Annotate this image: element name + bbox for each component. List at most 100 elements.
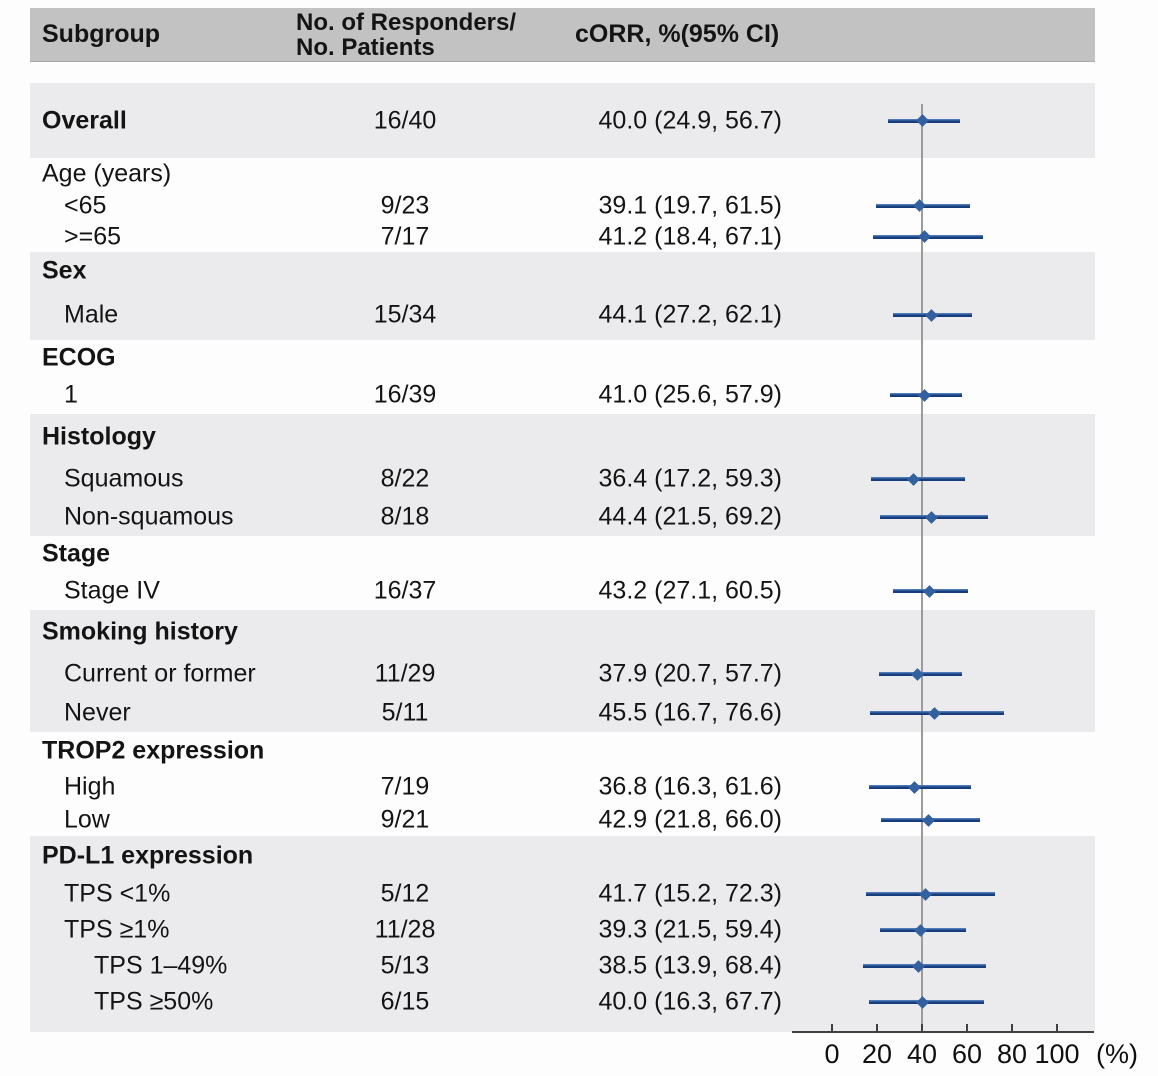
responders-value: 8/22: [380, 464, 430, 493]
reference-line: [921, 104, 923, 1032]
group-band-1: Age (years) <65 9/23 39.1 (19.7, 61.5) >=65 7…: [30, 158, 1095, 252]
group-band-2: Sex Male 15/34 44.1 (27.2, 62.1): [30, 252, 1095, 340]
row-tps-50: TPS ≥50% 6/15 40.0 (16.3, 67.7): [30, 984, 1095, 1020]
ci-plot-cell: [790, 498, 1095, 536]
point-estimate-marker: [915, 114, 929, 127]
subgroup-label: TPS ≥50%: [94, 987, 214, 1016]
responders-value: 5/11: [381, 698, 429, 727]
corr-ci-value: 36.4 (17.2, 59.3): [598, 464, 782, 493]
subgroup-label: Low: [64, 805, 110, 834]
ci-plot-cell: [790, 654, 1095, 694]
corr-ci-value: 39.3 (21.5, 59.4): [598, 915, 782, 944]
subgroup-label: Stage: [42, 539, 111, 568]
column-header-corr: cORR, %(95% CI): [575, 20, 780, 48]
responders-value: 11/29: [374, 659, 436, 688]
column-header-responders-line1: No. of Responders/: [296, 9, 517, 36]
subgroup-label: PD-L1 expression: [42, 841, 254, 870]
subgroup-label: TPS ≥1%: [64, 915, 170, 944]
row-65: <65 9/23 39.1 (19.7, 61.5): [30, 190, 1095, 221]
responders-value: 16/37: [373, 576, 437, 605]
subgroup-label: TPS <1%: [64, 879, 171, 908]
corr-ci-value: 38.5 (13.9, 68.4): [598, 951, 782, 980]
row-stage: Stage: [30, 536, 1095, 572]
responders-value: 9/21: [380, 805, 430, 834]
ci-plot-cell: [790, 83, 1095, 158]
subgroup-label: Smoking history: [42, 617, 238, 646]
ci-plot-cell: [790, 460, 1095, 498]
subgroup-label: High: [64, 772, 116, 801]
row-current-or-former: Current or former 11/29 37.9 (20.7, 57.7): [30, 654, 1095, 694]
corr-ci-value: 42.9 (21.8, 66.0): [598, 805, 782, 834]
row-male: Male 15/34 44.1 (27.2, 62.1): [30, 290, 1095, 340]
subgroup-label: Non-squamous: [64, 502, 234, 531]
corr-ci-value: 41.2 (18.4, 67.1): [598, 222, 782, 250]
responders-value: 16/39: [373, 380, 437, 409]
corr-ci-value: 36.8 (16.3, 61.6): [598, 772, 782, 801]
corr-ci-value: 40.0 (16.3, 67.7): [598, 987, 782, 1016]
x-axis-tick-label: 100: [1034, 1039, 1080, 1069]
ci-plot-cell: [790, 221, 1095, 252]
ci-plot-cell: [790, 694, 1095, 732]
row-trop2-expression: TROP2 expression: [30, 732, 1095, 770]
responders-value: 9/23: [380, 191, 430, 219]
row-squamous: Squamous 8/22 36.4 (17.2, 59.3): [30, 460, 1095, 498]
ci-plot-cell: [790, 290, 1095, 340]
corr-ci-value: 44.4 (21.5, 69.2): [598, 502, 782, 531]
subgroup-label: TPS 1–49%: [94, 951, 228, 980]
x-axis-tick-label: 40: [906, 1039, 938, 1069]
point-estimate-marker: [925, 510, 939, 524]
ci-plot-cell: [790, 984, 1095, 1020]
subgroup-label: Sex: [42, 256, 87, 285]
group-band-6: Smoking history Current or former 11/29 37.…: [30, 610, 1095, 732]
responders-value: 6/15: [380, 987, 430, 1016]
point-estimate-marker: [914, 923, 927, 937]
ci-plot-cell: [790, 948, 1095, 984]
row-low: Low 9/21 42.9 (21.8, 66.0): [30, 804, 1095, 836]
point-estimate-marker: [912, 959, 925, 973]
responders-value: 7/19: [380, 772, 430, 801]
row-non-squamous: Non-squamous 8/18 44.4 (21.5, 69.2): [30, 498, 1095, 536]
point-estimate-marker: [908, 780, 922, 794]
x-axis-tick-label: 0: [824, 1039, 840, 1069]
corr-ci-value: 41.0 (25.6, 57.9): [598, 380, 782, 409]
point-estimate-marker: [917, 388, 931, 402]
x-axis-unit-label: (%): [1096, 1039, 1138, 1069]
subgroup-label: >=65: [64, 222, 122, 250]
row-pd-l1-expression: PD-L1 expression: [30, 836, 1095, 876]
ci-plot-cell: [790, 572, 1095, 610]
subgroup-label: Current or former: [64, 659, 256, 688]
ci-plot-cell: [790, 876, 1095, 912]
group-band-0: Overall 16/40 40.0 (24.9, 56.7): [30, 83, 1095, 158]
row-tps-1: TPS <1% 5/12 41.7 (15.2, 72.3): [30, 876, 1095, 912]
subgroup-label: Male: [64, 300, 119, 329]
group-band-5: Stage Stage IV 16/37 43.2 (27.1, 60.5): [30, 536, 1095, 610]
group-band-3: ECOG 1 16/39 41.0 (25.6, 57.9): [30, 340, 1095, 414]
point-estimate-marker: [922, 813, 935, 827]
group-band-8: PD-L1 expression TPS <1% 5/12 41.7 (15.2, 7…: [30, 836, 1095, 1032]
row-smoking-history: Smoking history: [30, 610, 1095, 654]
ci-plot-cell: [790, 190, 1095, 221]
corr-ci-value: 37.9 (20.7, 57.7): [598, 659, 782, 688]
table-body: Overall 16/40 40.0 (24.9, 56.7) Age (years)…: [30, 83, 1095, 1032]
row-tps-1: TPS ≥1% 11/28 39.3 (21.5, 59.4): [30, 912, 1095, 948]
ci-plot-cell: [790, 376, 1095, 414]
subgroup-label: Histology: [42, 422, 156, 451]
corr-ci-value: 41.7 (15.2, 72.3): [598, 879, 782, 908]
point-estimate-marker: [907, 472, 921, 486]
row-histology: Histology: [30, 414, 1095, 460]
column-header-subgroup: Subgroup: [42, 20, 161, 48]
column-header-responders: No. of Responders/ No. Patients: [296, 10, 516, 60]
responders-value: 7/17: [380, 222, 430, 250]
group-band-4: Histology Squamous 8/22 36.4 (17.2, 59.3) No…: [30, 414, 1095, 536]
table-header: Subgroup No. of Responders/ No. Patients…: [30, 8, 1095, 62]
subgroup-label: <65: [64, 191, 107, 219]
row-never: Never 5/11 45.5 (16.7, 76.6): [30, 694, 1095, 732]
point-estimate-marker: [924, 308, 938, 322]
ci-plot-cell: [790, 770, 1095, 804]
point-estimate-marker: [928, 706, 941, 720]
responders-value: 16/40: [373, 106, 437, 134]
ci-plot-cell: [790, 912, 1095, 948]
row-ecog: ECOG: [30, 340, 1095, 376]
subgroup-label: Overall: [42, 106, 127, 134]
